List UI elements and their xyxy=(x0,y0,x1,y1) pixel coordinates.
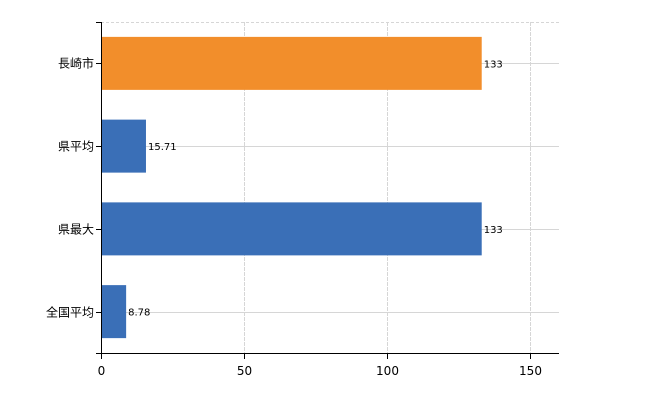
category-label: 県平均 xyxy=(58,140,94,154)
x-tick-label: 50 xyxy=(237,364,252,378)
x-tick-label: 150 xyxy=(519,364,542,378)
category-label: 長崎市 xyxy=(58,56,94,71)
bar xyxy=(101,202,482,256)
bars: 133 15.71 133 8.78 xyxy=(101,36,503,339)
x-tick-label: 100 xyxy=(376,364,399,378)
data-label: 133 xyxy=(484,59,503,70)
category-label: 県最大 xyxy=(58,223,94,237)
bar xyxy=(101,285,127,339)
data-label: 133 xyxy=(484,225,503,236)
bar xyxy=(101,119,146,173)
x-tick-label: 0 xyxy=(98,364,106,378)
data-label: 8.78 xyxy=(128,308,150,319)
category-label: 全国平均 xyxy=(46,305,94,320)
data-label: 15.71 xyxy=(148,142,177,153)
bar xyxy=(101,36,482,90)
